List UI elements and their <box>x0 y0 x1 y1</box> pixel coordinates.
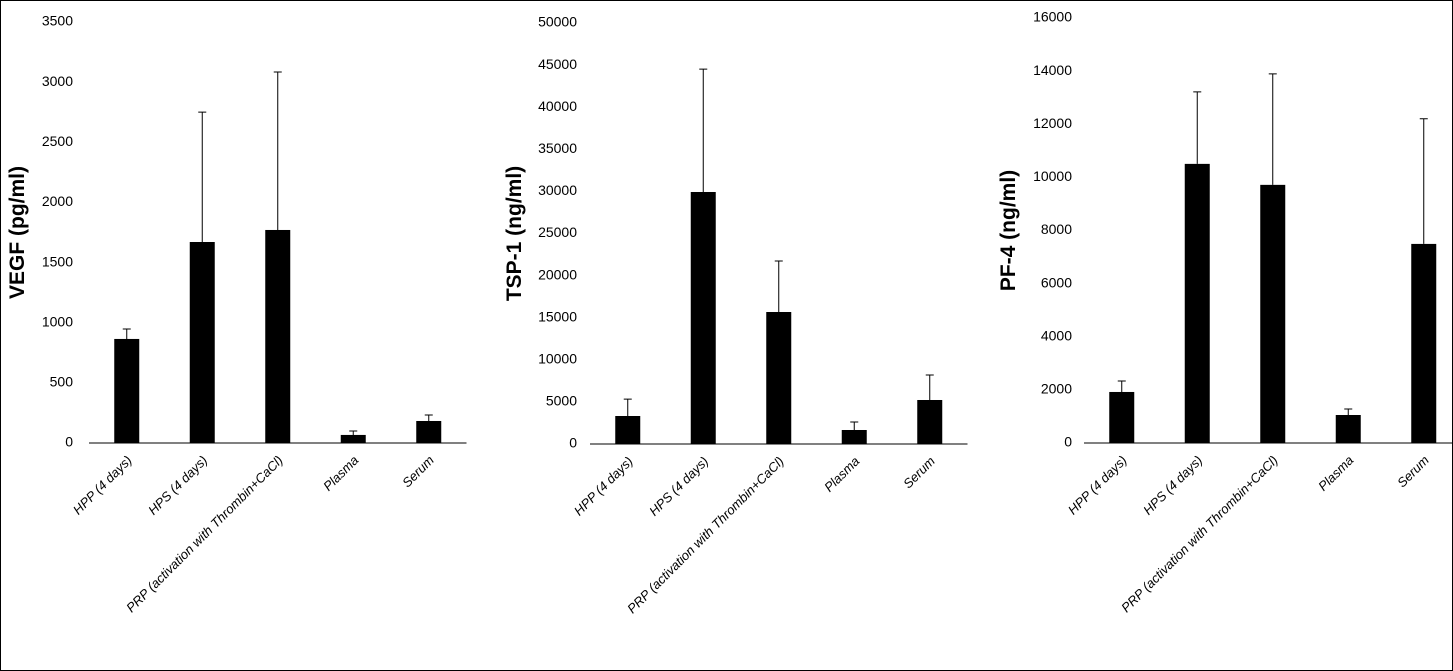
y-tick-label: 16000 <box>1033 9 1072 25</box>
y-tick-label: 2000 <box>1041 381 1072 397</box>
error-bar <box>198 111 207 243</box>
error-bar <box>1268 73 1277 185</box>
x-tick-label: HPS (4 days) <box>1140 453 1205 518</box>
y-tick-label: 6000 <box>1041 274 1072 290</box>
x-tick-label: Plasma <box>320 453 361 494</box>
y-axis-label: PF-4 (ng/ml) <box>997 170 1020 291</box>
bar <box>1335 415 1361 443</box>
bar <box>690 191 716 444</box>
y-tick-label: 30000 <box>538 182 577 198</box>
y-tick-label: 8000 <box>1041 221 1072 237</box>
y-tick-label: 15000 <box>538 308 577 324</box>
y-tick-label: 12000 <box>1033 115 1072 131</box>
y-tick-label: 5000 <box>546 393 577 409</box>
x-tick-label: HPS (4 days) <box>145 453 210 518</box>
x-tick-label: PRP (activation with Thrombin+CaCl) <box>624 454 787 617</box>
x-tick-label: Serum <box>1394 452 1432 490</box>
bar <box>189 242 215 443</box>
bar <box>1109 391 1135 443</box>
y-tick-label: 14000 <box>1033 62 1072 78</box>
error-bar <box>1344 408 1353 416</box>
error-bar <box>774 260 783 312</box>
x-tick-label: HPP (4 days) <box>70 453 135 518</box>
y-tick-label: 1500 <box>42 253 73 269</box>
y-tick-label: 10000 <box>538 351 577 367</box>
bar <box>265 229 291 443</box>
error-bar <box>1419 118 1428 244</box>
x-tick-label: Serum <box>900 453 938 491</box>
error-bar <box>623 398 632 417</box>
y-tick-label: 500 <box>50 374 74 390</box>
x-tick-label: Plasma <box>821 454 862 495</box>
bar <box>416 420 442 443</box>
x-tick-label: HPS (4 days) <box>646 454 711 519</box>
x-tick-label: HPP (4 days) <box>571 454 636 519</box>
y-tick-label: 2000 <box>42 193 73 209</box>
y-tick-label: 20000 <box>538 266 577 282</box>
y-tick-label: 1000 <box>42 313 73 329</box>
x-tick-label: PRP (activation with Thrombin+CaCl) <box>123 453 286 616</box>
y-tick-label: 2500 <box>42 133 73 149</box>
bar <box>340 434 366 443</box>
error-bar <box>699 68 708 192</box>
y-tick-label: 3500 <box>42 13 73 29</box>
error-bar <box>925 374 934 400</box>
y-tick-label: 3000 <box>42 73 73 89</box>
error-bar <box>349 430 358 435</box>
bar <box>766 311 792 444</box>
y-tick-label: 45000 <box>538 56 577 72</box>
error-bar <box>273 71 282 230</box>
error-bar <box>122 328 131 339</box>
y-tick-label: 0 <box>569 435 577 451</box>
error-bar <box>424 414 433 421</box>
bar <box>917 399 943 444</box>
bar <box>841 429 867 444</box>
y-axis-label: VEGF (pg/ml) <box>6 166 29 299</box>
y-tick-label: 4000 <box>1041 327 1072 343</box>
error-bar <box>1117 380 1126 392</box>
y-tick-label: 50000 <box>538 14 577 30</box>
bar <box>1411 243 1437 443</box>
x-tick-label: Serum <box>399 452 437 490</box>
y-tick-label: 25000 <box>538 224 577 240</box>
y-tick-label: 40000 <box>538 98 577 114</box>
y-tick-label: 10000 <box>1033 168 1072 184</box>
bar <box>1184 163 1210 443</box>
y-tick-label: 0 <box>1064 434 1072 450</box>
bar <box>1260 184 1286 443</box>
x-tick-label: Plasma <box>1315 453 1356 494</box>
x-tick-label: HPP (4 days) <box>1065 453 1130 518</box>
x-tick-label: PRP (activation with Thrombin+CaCl) <box>1118 453 1281 616</box>
bar <box>114 338 140 443</box>
y-tick-label: 35000 <box>538 140 577 156</box>
y-axis-label: TSP-1 (ng/ml) <box>503 166 526 301</box>
error-bar <box>1193 91 1202 164</box>
error-bar <box>850 421 859 430</box>
bar <box>615 416 641 444</box>
y-tick-label: 0 <box>65 434 73 450</box>
